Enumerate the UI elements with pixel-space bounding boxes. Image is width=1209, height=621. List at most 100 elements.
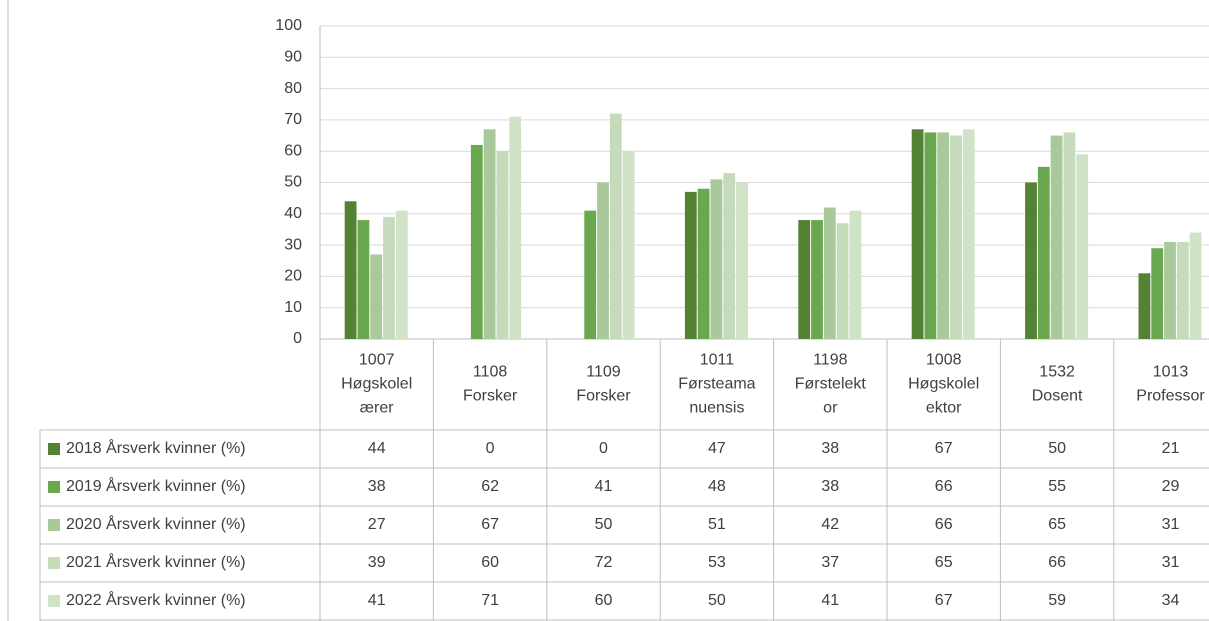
bar	[924, 132, 937, 339]
table-cell: 41	[595, 478, 613, 495]
table-cell: 38	[368, 478, 386, 495]
x-tick-label: ærer	[360, 400, 394, 417]
x-tick-label: 1008	[926, 352, 962, 369]
bar	[1151, 248, 1164, 339]
bar	[1189, 232, 1202, 339]
legend-swatch	[48, 595, 60, 607]
x-tick-label: ektor	[926, 400, 962, 417]
table-cell: 39	[368, 554, 386, 571]
bar	[1037, 166, 1050, 339]
table-cell: 21	[1162, 440, 1180, 457]
legend-label: 2019 Årsverk kvinner (%)	[66, 476, 246, 495]
bar	[622, 151, 635, 339]
legend-label: 2018 Årsverk kvinner (%)	[66, 438, 246, 457]
bar	[684, 191, 697, 339]
table-cell: 27	[368, 516, 386, 533]
table-cell: 65	[935, 554, 953, 571]
y-tick-label: 30	[284, 236, 302, 253]
bar	[962, 129, 975, 339]
table-cell: 67	[935, 592, 953, 609]
x-tick-label: 1532	[1039, 364, 1075, 381]
y-tick-label: 20	[284, 268, 302, 285]
bar	[836, 223, 849, 339]
y-tick-label: 70	[284, 111, 302, 128]
table-cell: 48	[708, 478, 726, 495]
table-cell: 42	[821, 516, 839, 533]
table-cell: 0	[486, 440, 495, 457]
table-cell: 66	[935, 478, 953, 495]
x-tick-label: nuensis	[689, 400, 744, 417]
bar	[597, 182, 609, 339]
x-tick-label: 1198	[813, 352, 848, 369]
y-tick-label: 90	[284, 49, 302, 66]
table-cell: 34	[1162, 592, 1180, 609]
bar	[723, 173, 736, 339]
x-tick-label: Professor	[1136, 388, 1205, 405]
y-tick-label: 100	[275, 17, 302, 34]
table-cell: 59	[1048, 592, 1066, 609]
x-tick-label: 1011	[700, 352, 735, 369]
x-tick-label: Forsker	[463, 388, 518, 405]
x-tick-label: Høgskolel	[341, 376, 412, 393]
table-cell: 66	[935, 516, 953, 533]
bar	[383, 216, 395, 339]
legend-swatch	[48, 481, 60, 493]
bar	[1025, 182, 1037, 339]
x-tick-label: 1013	[1153, 364, 1189, 381]
bar	[811, 220, 823, 339]
bar	[798, 220, 811, 339]
bar	[823, 207, 836, 339]
table-cell: 37	[821, 554, 839, 571]
table-cell: 60	[481, 554, 499, 571]
bar	[1164, 241, 1176, 339]
bar	[1076, 154, 1089, 339]
x-tick-label: Førstelekt	[795, 376, 867, 393]
y-tick-label: 10	[284, 299, 302, 316]
bar	[1176, 241, 1189, 339]
table-cell: 72	[595, 554, 613, 571]
bar	[736, 182, 748, 339]
table-cell: 67	[481, 516, 499, 533]
table-cell: 71	[481, 592, 499, 609]
bar	[370, 254, 383, 339]
bar	[911, 129, 924, 339]
bar	[950, 135, 962, 339]
bar	[395, 210, 408, 339]
x-tick-label: 1108	[473, 364, 508, 381]
table-cell: 66	[1048, 554, 1066, 571]
x-tick-label: Høgskolel	[908, 376, 979, 393]
table-cell: 55	[1048, 478, 1066, 495]
table-cell: 50	[595, 516, 613, 533]
table-cell: 51	[708, 516, 726, 533]
bar	[1138, 273, 1151, 339]
bar	[496, 151, 509, 339]
table-cell: 50	[1048, 440, 1066, 457]
x-tick-label: Førsteama	[678, 376, 755, 393]
table-cell: 38	[821, 440, 839, 457]
bar	[849, 210, 862, 339]
table-cell: 62	[481, 478, 499, 495]
x-tick-label: 1007	[359, 352, 395, 369]
table-cell: 60	[595, 592, 613, 609]
bar	[609, 113, 622, 339]
table-cell: 65	[1048, 516, 1066, 533]
table-cell: 47	[708, 440, 726, 457]
bar	[1063, 132, 1076, 339]
bar	[710, 179, 723, 339]
bar	[697, 188, 710, 339]
y-tick-label: 80	[284, 80, 302, 97]
x-tick-label: 1109	[586, 364, 621, 381]
table-cell: 41	[368, 592, 386, 609]
legend-label: 2020 Årsverk kvinner (%)	[66, 514, 246, 533]
table-cell: 53	[708, 554, 726, 571]
table-cell: 29	[1162, 478, 1180, 495]
y-tick-label: 0	[293, 330, 302, 347]
y-tick-label: 40	[284, 205, 302, 222]
legend-swatch	[48, 557, 60, 569]
bar	[357, 220, 370, 339]
table-cell: 67	[935, 440, 953, 457]
table-cell: 41	[821, 592, 839, 609]
bar	[1050, 135, 1063, 339]
table-cell: 44	[368, 440, 386, 457]
